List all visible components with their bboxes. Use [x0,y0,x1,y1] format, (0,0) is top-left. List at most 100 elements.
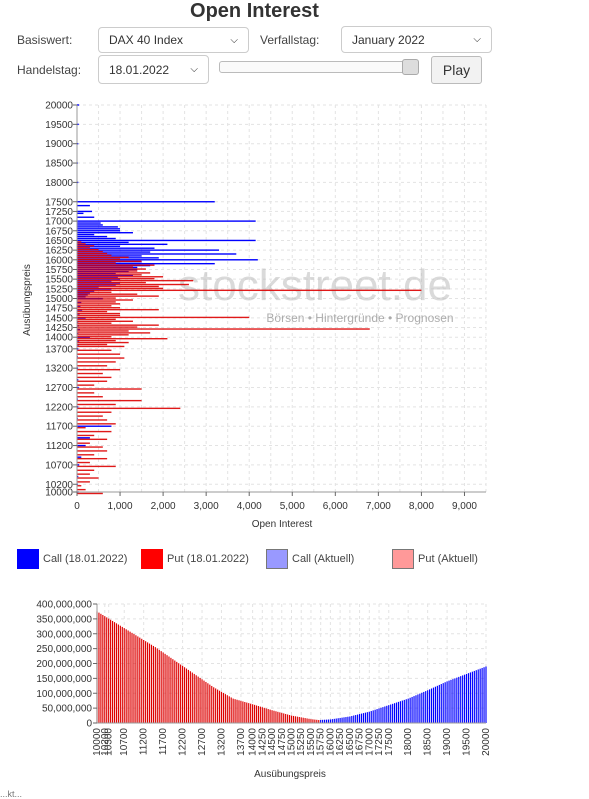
call-bar [77,232,133,234]
value-bar [129,631,131,723]
x-tick-label: 4,000 [237,501,262,512]
value-bar [327,719,330,723]
value-bar [269,709,271,723]
slider-handle[interactable] [402,59,419,75]
put-bar [77,388,142,390]
put-bar [77,256,129,259]
put-bar [77,450,108,452]
y-tick-label: 10000 [45,488,73,499]
value-bar [353,715,355,723]
value-bar [106,617,108,723]
handelstag-select[interactable]: 18.01.2022 ⌵ [98,55,209,84]
call-bar [77,210,93,213]
value-bar [277,711,279,723]
x-tick-label: 13700 [236,728,247,756]
y-tick-label: 15250 [45,284,73,295]
put-bar [77,469,95,471]
value-bar [108,618,110,723]
value-bar [100,613,102,723]
value-bar [446,681,448,723]
value-bar [137,636,139,723]
call-bar [77,348,79,350]
value-bar [150,644,153,723]
put-bar [77,307,121,309]
y-tick-label: 16500 [45,236,73,247]
x-tick-label: 18500 [423,728,434,756]
legend-item-put-current[interactable]: Put (Aktuell) [392,549,478,569]
value-bar [298,716,300,723]
play-button[interactable]: Play [431,56,482,84]
x-tick-label: 0 [74,501,80,512]
put-bar [77,343,108,346]
put-bar [77,245,95,247]
put-bar [77,289,422,292]
verfallstag-label: Verfallstag: [260,33,320,47]
legend-item-call-date[interactable]: Call (18.01.2022) [17,549,127,569]
value-bar [185,668,188,723]
value-bar [115,623,118,723]
y-tick-label: 14000 [45,333,73,344]
put-bar [77,278,155,280]
value-bar [156,648,158,723]
x-axis-title: Ausübungspreis [254,769,326,780]
call-bar [77,464,80,466]
value-bar [117,624,119,723]
call-bar [77,444,86,447]
legend-item-put-date[interactable]: Put (18.01.2022) [141,549,249,569]
call-bar [77,220,256,222]
value-bar [145,641,147,723]
value-bar [362,713,365,723]
value-bar [172,659,174,723]
value-bar [430,688,433,723]
value-bar [187,669,189,723]
value-bar [176,661,178,723]
put-bar [77,264,155,266]
value-bar [368,711,370,723]
x-tick-label: 16500 [345,728,356,756]
value-bar [378,708,380,723]
x-tick-label: 12200 [178,728,189,756]
value-bar [419,693,421,723]
value-bar [127,630,129,723]
put-bar [77,308,159,311]
call-bar [77,239,256,242]
call-bar [77,212,84,215]
x-tick-label: 16250 [335,728,346,756]
value-bar [285,713,287,723]
put-bar [77,270,138,272]
x-tick-label: 7,000 [366,501,391,512]
call-bar [77,230,121,232]
put-bar [77,338,168,340]
date-slider[interactable] [219,59,419,75]
handelstag-label: Handelstag: [17,63,82,77]
value-bar [329,719,331,723]
put-bar [77,457,108,460]
value-bar [347,716,349,723]
legend-item-call-current[interactable]: Call (Aktuell) [266,549,354,569]
put-bar [77,368,121,371]
put-bar [77,260,142,262]
put-bar [77,299,133,301]
y-tick-label: 11700 [46,422,74,433]
basiswert-select[interactable]: DAX 40 Index ⌵ [98,27,249,53]
call-bar [77,181,79,184]
put-bar [77,287,164,290]
value-bar [148,643,151,723]
x-tick-label: 19500 [462,728,473,756]
value-bar [390,704,392,723]
value-bar [427,690,429,723]
value-bar [358,714,361,723]
value-bar [98,612,100,723]
value-bar [152,645,154,723]
value-bar [397,701,400,723]
y-tick-label: 10700 [45,460,73,471]
call-bar [77,249,220,251]
x-tick-label: 19000 [442,728,453,756]
put-bar [77,303,121,305]
x-tick-label: 14750 [277,728,288,756]
verfallstag-select[interactable]: January 2022 ⌵ [341,26,492,53]
value-bar [429,689,431,723]
value-bar [143,639,145,723]
value-bar [215,688,217,723]
y-tick-label: 10200 [45,480,73,491]
